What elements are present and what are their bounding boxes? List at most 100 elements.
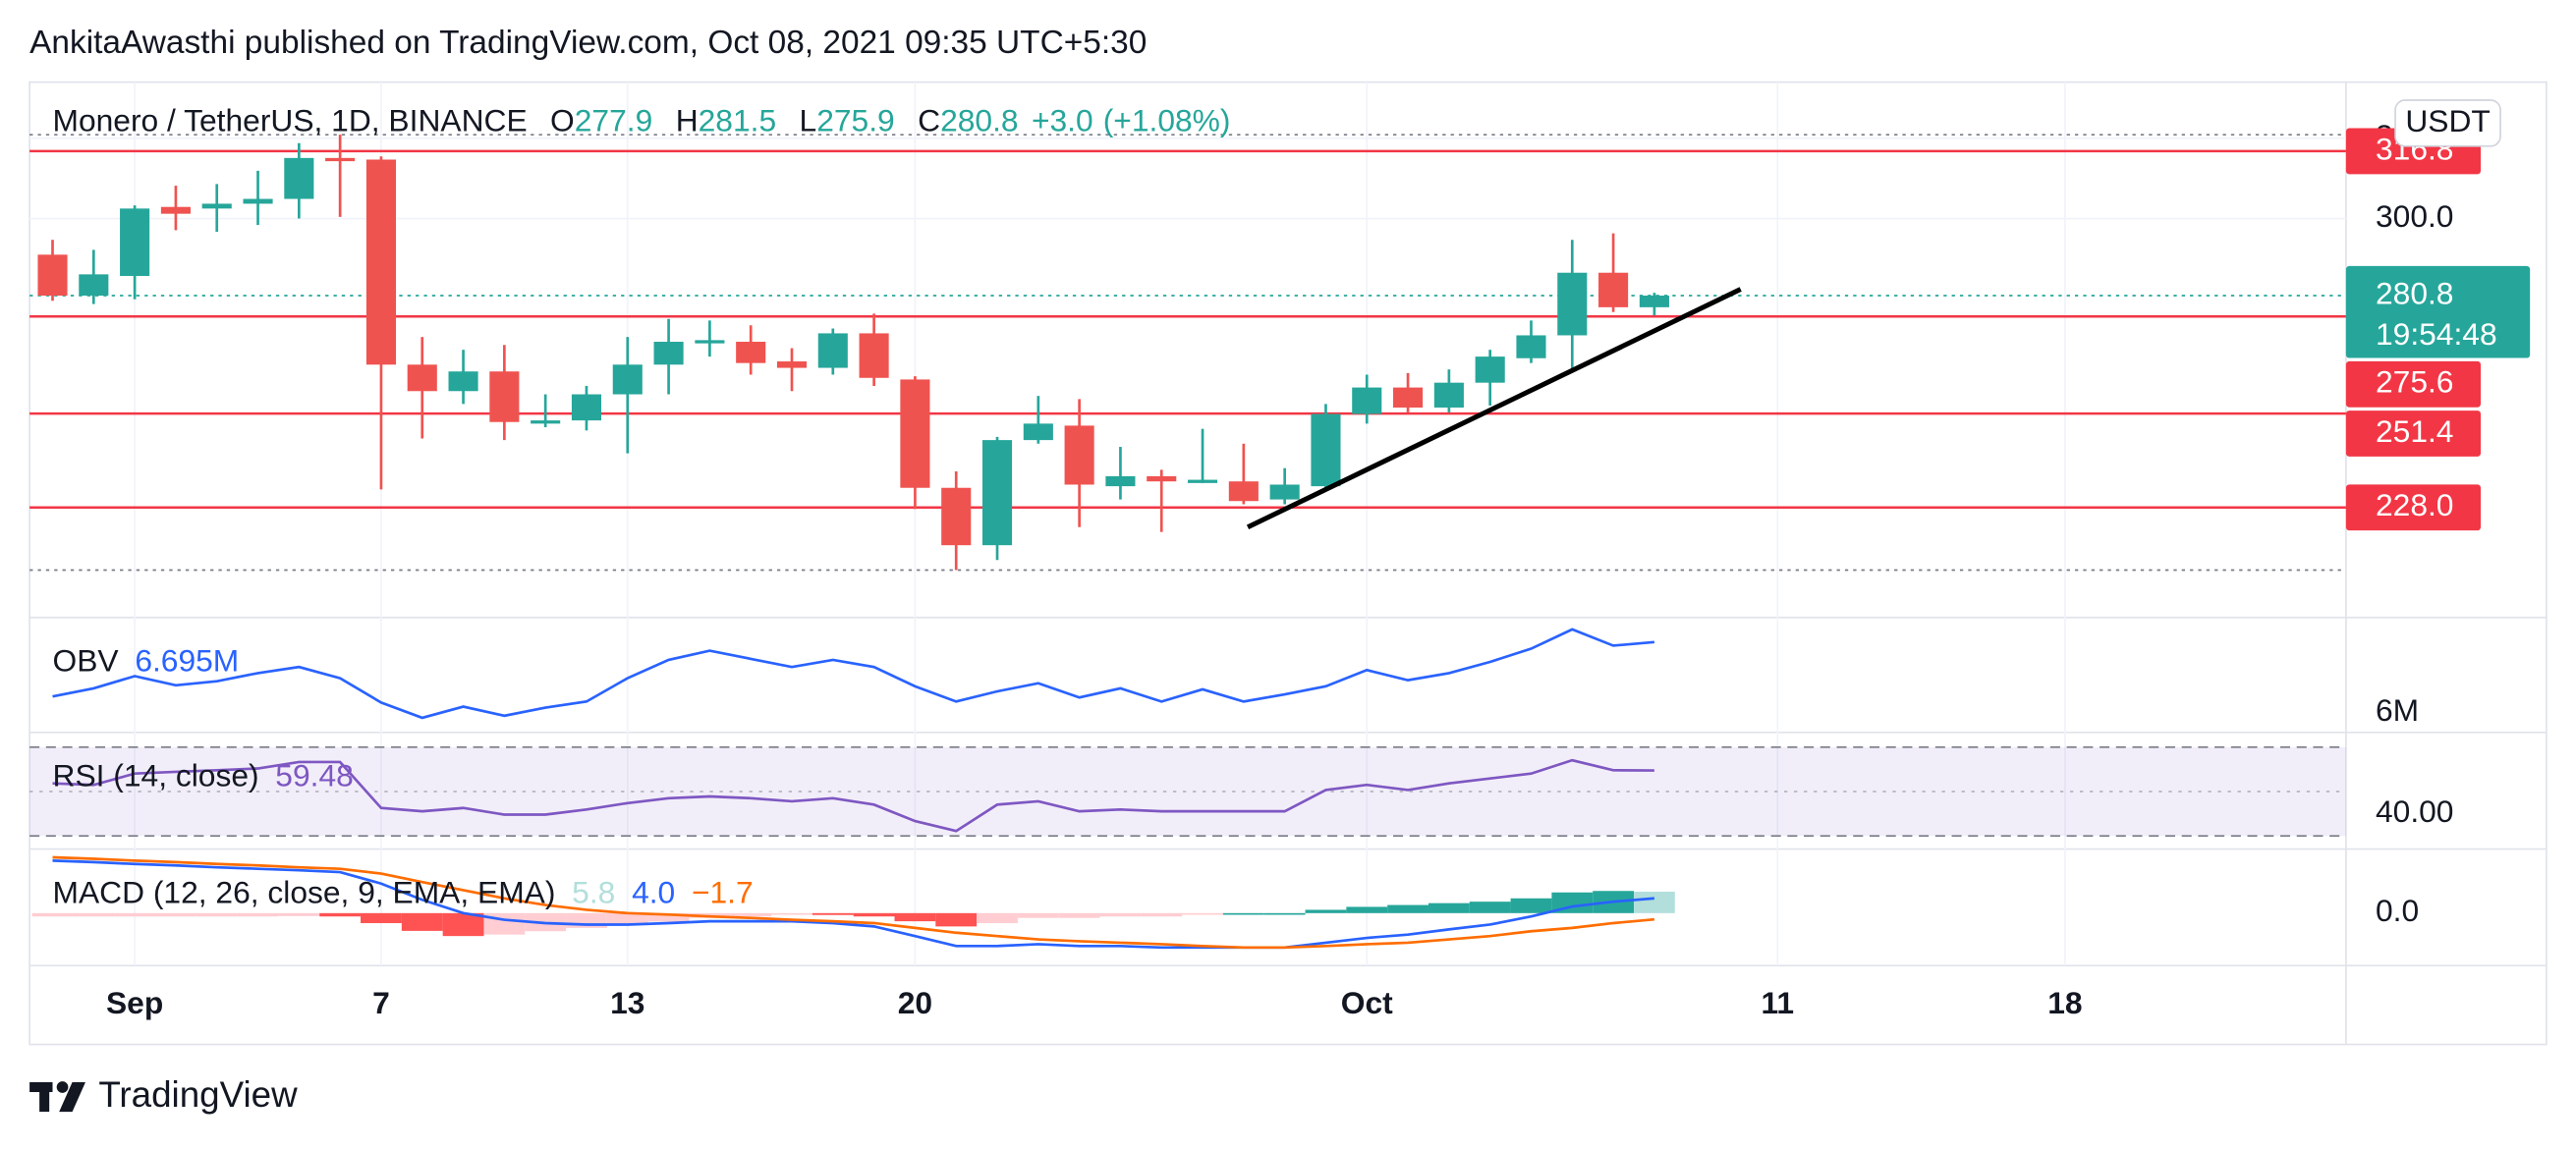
macd-histogram-bar [1017, 912, 1059, 918]
candle-body [1023, 423, 1053, 441]
candle-body [1475, 356, 1505, 383]
indicator-legend: OBV 6.695M [53, 643, 240, 679]
x-tick-label: 11 [1762, 985, 1795, 1020]
macd-histogram-bar [647, 912, 690, 922]
macd-line [52, 859, 1655, 950]
indicator-value: 59.48 [275, 758, 354, 793]
chart-frame [28, 81, 2548, 1046]
level-price-label: 228.0 [2376, 487, 2454, 522]
indicator-value: 6.695M [135, 643, 239, 679]
currency-badge [2394, 99, 2501, 147]
symbol-legend: Monero / TetherUS, 1D, BINANCE O277.9 H281… [53, 103, 1231, 138]
candle-body [325, 157, 356, 162]
y-tick-label: 6M [2376, 692, 2419, 728]
x-tick-label: 18 [2047, 985, 2082, 1020]
countdown-label: 19:54:48 [2376, 316, 2497, 352]
macd-histogram-bar [1633, 891, 1675, 913]
candle-body [1064, 425, 1094, 485]
candle-body [1147, 475, 1177, 482]
level-price-label: 251.4 [2376, 413, 2454, 449]
macd-histogram-bar [730, 912, 772, 917]
macd-histogram-bar [1141, 912, 1183, 917]
candle-body [1598, 272, 1629, 307]
macd-histogram-bar [935, 912, 978, 927]
symbol-title: Monero / TetherUS, 1D, BINANCE [53, 103, 528, 138]
macd-histogram-bar [853, 912, 895, 917]
signal-line [52, 855, 1655, 950]
macd-histogram-bar [31, 912, 74, 917]
macd-histogram-bar [361, 912, 402, 923]
indicator-legend: RSI (14, close) 59.48 [53, 758, 354, 793]
x-tick-label: 7 [372, 985, 390, 1020]
level-price-box [2345, 484, 2482, 531]
candle-body [531, 420, 561, 424]
candle-body [736, 342, 766, 363]
macd-histogram-bar [442, 912, 484, 937]
level-price-box [2345, 410, 2482, 457]
candle-body [981, 440, 1013, 546]
macd-histogram-bar [196, 912, 238, 917]
candle-body [1516, 335, 1546, 358]
candle-body [653, 342, 684, 365]
ohlc-key: O [550, 103, 575, 138]
change-percent: (+1.08%) [1103, 103, 1231, 138]
y-tick-label: 0.0 [2376, 893, 2419, 928]
candle-body [365, 159, 396, 365]
candle-body [859, 333, 889, 378]
indicator-title: OBV [53, 643, 120, 679]
ohlc-key: H [676, 103, 699, 138]
macd-histogram-bar [1182, 912, 1223, 915]
y-tick-label: 300.0 [2376, 198, 2454, 234]
last-price-box [2345, 265, 2531, 358]
level-price-box [2345, 360, 2482, 408]
macd-histogram-bar [977, 912, 1018, 923]
candle-body [612, 364, 643, 395]
candle-body [489, 371, 520, 422]
candle-body [120, 208, 150, 276]
ohlc-value: 281.5 [699, 103, 777, 138]
candle-body [37, 254, 68, 297]
indicator-legend: MACD (12, 26, close, 9, EMA, EMA) 5.8 4.0−… [53, 875, 754, 910]
candle-body [695, 340, 725, 344]
candle-body [571, 394, 602, 421]
candle-body [1105, 475, 1136, 487]
x-tick-label: Sep [106, 985, 163, 1020]
macd-histogram-bar [894, 912, 936, 922]
macd-histogram-bar [1305, 909, 1347, 913]
change-value: +3.0 [1032, 103, 1093, 138]
macd-histogram-bar [237, 912, 279, 917]
candle-body [407, 364, 437, 392]
macd-histogram-bar [1099, 912, 1142, 917]
candle-body [1557, 272, 1588, 336]
macd-histogram-bar [1058, 912, 1100, 918]
candle-body [201, 203, 232, 209]
indicator-title: RSI (14, close) [53, 758, 259, 793]
macd-histogram-bar [1510, 898, 1552, 913]
macd-histogram-bar [401, 912, 443, 931]
ohlc-value: 277.9 [575, 103, 652, 138]
macd-histogram-bar [1428, 903, 1470, 913]
signal-value: −1.7 [692, 875, 754, 910]
macd-histogram-bar [771, 912, 812, 915]
candle-body [1352, 387, 1382, 414]
macd-histogram-bar [319, 912, 362, 917]
candle-body [1433, 382, 1464, 409]
macd-histogram-bar [155, 912, 196, 917]
candle-body [1228, 481, 1259, 502]
ohlc-value: 275.9 [816, 103, 895, 138]
histogram-value: 5.8 [572, 875, 615, 910]
indicator-line [52, 758, 1654, 833]
footer-brand: TradingView [98, 1074, 298, 1115]
publish-header: AnkitaAwasthi published on TradingView.c… [29, 25, 1147, 61]
currency-label: USDT [2405, 103, 2490, 138]
level-price-label: 275.6 [2376, 364, 2454, 400]
y-tick-label: 40.00 [2376, 793, 2454, 829]
candle-body [284, 157, 314, 199]
macd-histogram-bar [1469, 902, 1511, 913]
candle-body [941, 487, 972, 546]
candle-body [1639, 296, 1669, 307]
tradingview-logo [29, 1081, 85, 1113]
macd-histogram-bar [114, 912, 156, 917]
macd-histogram-bar [278, 912, 320, 916]
